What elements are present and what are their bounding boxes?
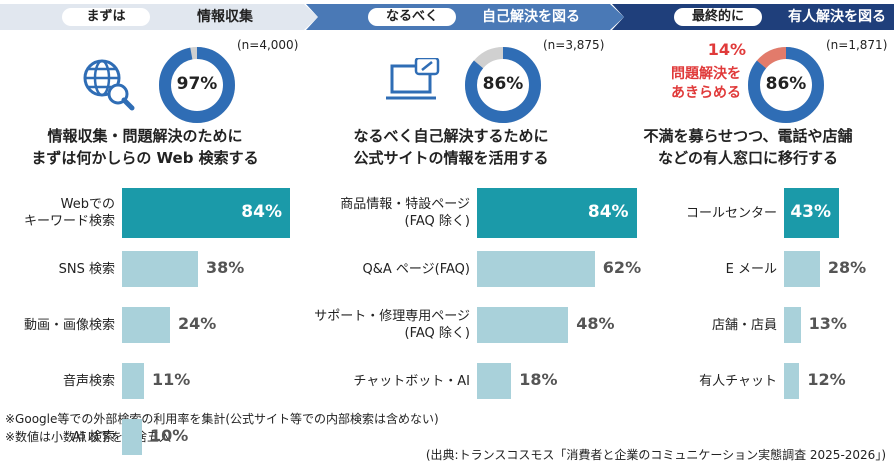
value-label: 43% xyxy=(790,202,832,222)
category-label: SNS 検索 xyxy=(58,261,115,277)
sample-size: (n=1,871) xyxy=(826,38,888,52)
category-label: E メール xyxy=(725,261,777,277)
bar xyxy=(477,188,637,238)
donut xyxy=(465,47,541,123)
step-label: なるべく xyxy=(368,8,456,26)
bar xyxy=(122,419,142,455)
step-title: 有人解決を図る xyxy=(788,9,886,25)
donut xyxy=(748,47,824,123)
donut-label-secondary: 14% xyxy=(707,40,746,59)
value-label: 84% xyxy=(241,202,282,222)
donut-segment xyxy=(465,47,541,123)
value-label: 38% xyxy=(206,258,245,277)
value-label: 11% xyxy=(152,370,191,389)
value-label: 10% xyxy=(150,426,189,445)
bar xyxy=(784,251,820,287)
bar xyxy=(122,363,144,399)
bar xyxy=(477,307,569,343)
value-label: 13% xyxy=(808,314,847,333)
sample-size: (n=3,875) xyxy=(543,38,605,52)
value-label: 48% xyxy=(576,314,615,333)
annotation: 問題解決を あきらめる xyxy=(671,66,741,101)
bar xyxy=(122,307,170,343)
category-label: 商品情報・特設ページ (FAQ 除く) xyxy=(340,197,470,229)
bar xyxy=(477,251,595,287)
icon xyxy=(386,58,440,100)
donut-label: 86% xyxy=(482,74,524,94)
step-label: まずは xyxy=(62,8,150,26)
category-label: チャットボット・AI xyxy=(353,373,470,389)
bar xyxy=(122,188,290,238)
category-label: 有人チャット xyxy=(699,373,777,389)
category-label: AI 検索 xyxy=(72,429,115,445)
bar xyxy=(784,188,840,238)
value-label: 62% xyxy=(602,258,642,277)
sample-size: (n=4,000) xyxy=(237,38,299,52)
value-label: 18% xyxy=(519,370,558,389)
category-label: 動画・画像検索 xyxy=(23,317,115,333)
bar xyxy=(477,363,512,399)
step-title: 自己解決を図る xyxy=(482,9,580,25)
donut-label: 97% xyxy=(176,74,218,94)
step-banner xyxy=(0,4,318,30)
bar xyxy=(784,363,800,399)
donut-segment xyxy=(748,47,824,123)
source: (出典:トランスコスモス「消費者と企業のコミュニケーション実態調査 2025-2… xyxy=(425,448,886,462)
value-label: 24% xyxy=(178,314,217,333)
category-label: コールセンター xyxy=(685,205,777,221)
category-label: Webでの キーワード検索 xyxy=(23,197,115,229)
category-label: Q&A ページ(FAQ) xyxy=(362,261,470,277)
panel-headline: 情報収集・問題解決のために まずは何かしらの Web 検索する xyxy=(31,127,259,167)
category-label: 店舗・店員 xyxy=(711,317,777,333)
value-label: 28% xyxy=(827,258,867,277)
step-title: 情報収集 xyxy=(197,9,253,25)
bar xyxy=(784,307,801,343)
icon xyxy=(83,59,135,111)
bar xyxy=(122,251,198,287)
step-label: 最終的に xyxy=(674,8,762,26)
value-label: 84% xyxy=(587,202,629,222)
note: ※Google等での外部検索の利用率を集計(公式サイト等での内部検索は含めない) xyxy=(5,412,439,426)
donut-label: 86% xyxy=(765,74,807,94)
step-banner xyxy=(306,4,624,30)
category-label: サポート・修理専用ページ (FAQ 除く) xyxy=(314,309,470,341)
category-label: 音声検索 xyxy=(62,373,115,389)
donut xyxy=(159,47,235,123)
donut-segment xyxy=(159,47,235,123)
value-label: 12% xyxy=(807,370,846,389)
panel-headline: 不満を募らせつつ、電話や店舗 などの有人窓口に移行する xyxy=(643,127,853,167)
panel-headline: なるべく自己解決するために 公式サイトの情報を活用する xyxy=(353,127,549,167)
